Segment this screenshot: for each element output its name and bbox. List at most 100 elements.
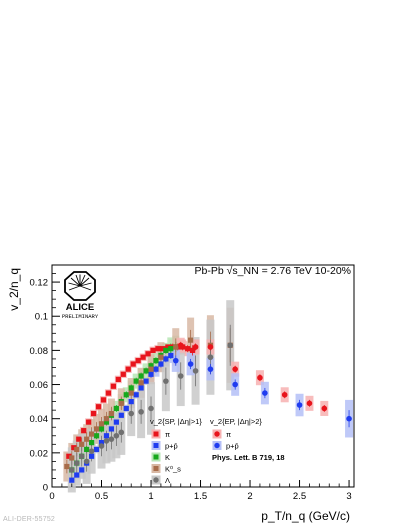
data-point	[187, 361, 194, 367]
data-point	[89, 431, 95, 437]
data-point	[113, 405, 119, 412]
x-tick-label: 2	[247, 491, 252, 502]
data-point	[79, 467, 85, 473]
data-point	[105, 390, 112, 396]
data-point	[257, 374, 263, 381]
data-point	[113, 419, 119, 425]
data-point	[110, 383, 116, 389]
data-point	[150, 347, 156, 353]
data-point	[128, 390, 134, 396]
data-point	[125, 366, 131, 372]
legend: v_2{SP, |Δη|>1} v_2{EP, |Δη|>2} π p+p̄ K K⁰…	[150, 417, 285, 485]
data-point	[69, 467, 75, 473]
data-point	[148, 371, 154, 377]
data-point	[172, 357, 179, 364]
legend-label: Λ	[165, 476, 170, 485]
y-tick-label: 0.08	[30, 346, 49, 357]
data-point	[93, 426, 100, 432]
reference-text: Phys. Lett. B 719, 18	[212, 453, 285, 462]
data-point	[133, 378, 139, 384]
data-point	[83, 458, 90, 465]
legend-label: K⁰_s	[165, 465, 181, 474]
data-point	[90, 410, 97, 417]
data-point	[86, 419, 92, 425]
x-tick-label: 3	[346, 491, 351, 502]
data-point	[118, 429, 125, 436]
data-point	[192, 368, 199, 374]
y-tick-label: 0.04	[30, 414, 49, 425]
data-point	[232, 366, 238, 372]
data-point	[130, 361, 136, 367]
axis-tick-labels: 0 0.5 1 1.5 2 2.5 3 0 0.02 0.04 0.06 0.08 0.1 0.12	[30, 278, 352, 502]
data-point	[98, 426, 105, 432]
data-point	[98, 440, 105, 446]
legend-marker	[214, 442, 220, 449]
alice-logo-text: ALICE	[66, 302, 95, 313]
data-point	[227, 342, 234, 349]
data-point	[74, 472, 80, 478]
data-point	[103, 438, 110, 444]
legend-label: K	[165, 453, 170, 462]
alice-logo-subtext: PRELIMINARY	[62, 313, 99, 320]
data-point	[123, 392, 129, 398]
data-point	[158, 354, 164, 360]
legend-marker	[214, 431, 220, 437]
data-point	[165, 344, 171, 350]
data-point	[81, 428, 87, 434]
data-point	[103, 416, 110, 422]
axis-ticks	[51, 273, 350, 488]
legend-label: π	[165, 430, 170, 439]
legend-marker	[153, 477, 159, 483]
data-point	[207, 366, 214, 372]
data-point	[296, 402, 303, 408]
data-point	[66, 453, 72, 459]
x-tick-label: 0	[49, 491, 54, 502]
data-point	[128, 399, 134, 405]
data-point	[192, 344, 199, 350]
data-point	[69, 455, 75, 461]
data-point	[108, 436, 115, 442]
data-point	[281, 391, 288, 398]
watermark: ALI-DER-55752	[3, 516, 56, 523]
y-tick-label: 0	[43, 483, 48, 494]
x-tick-label: 0.5	[95, 491, 108, 502]
y-tick-label: 0.06	[30, 380, 49, 391]
data-point	[160, 346, 166, 352]
legend-label: π	[226, 430, 231, 439]
data-point	[148, 363, 154, 369]
data-point	[69, 477, 75, 483]
data-point	[138, 373, 144, 379]
data-point	[128, 385, 134, 391]
data-points	[64, 337, 352, 483]
data-point	[321, 405, 328, 412]
data-point	[177, 373, 184, 379]
legend-entries: π p+p̄ K K⁰_s Λπ p+p̄	[151, 429, 239, 485]
data-point	[118, 400, 124, 406]
data-point	[138, 385, 144, 391]
x-tick-label: 1	[148, 491, 153, 502]
data-point	[185, 346, 191, 352]
data-point	[158, 361, 164, 367]
data-point	[93, 446, 100, 453]
data-point	[84, 436, 90, 442]
data-point	[98, 443, 105, 449]
plot-frame	[51, 264, 355, 488]
alice-logo-rays	[68, 274, 92, 291]
data-point	[88, 448, 95, 454]
legend-marker	[153, 466, 159, 471]
data-point	[74, 446, 80, 453]
data-point	[306, 400, 313, 407]
x-tick-label: 1.5	[194, 491, 207, 502]
data-point	[168, 352, 174, 359]
data-point	[138, 380, 144, 386]
y-axis-label: v_2/n_q	[7, 268, 21, 311]
legend-marker	[153, 454, 159, 460]
data-point	[108, 426, 115, 432]
data-point	[140, 354, 146, 360]
data-point	[128, 410, 135, 417]
data-point	[133, 392, 139, 398]
data-point	[64, 463, 70, 470]
legend-marker	[153, 431, 159, 437]
data-point	[163, 347, 169, 353]
data-point	[108, 410, 115, 417]
